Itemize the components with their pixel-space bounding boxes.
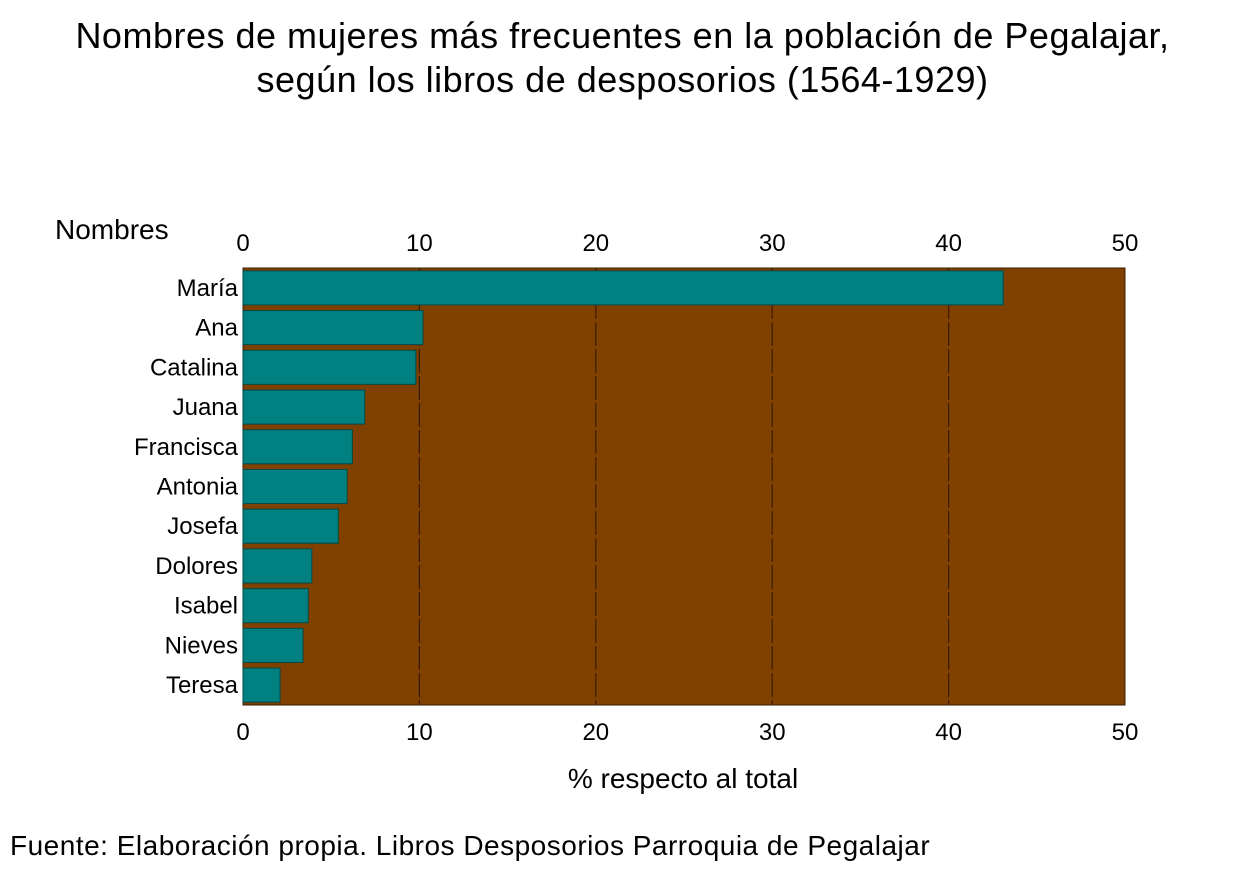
category-label-María: María xyxy=(177,275,239,302)
bottom-tick-label-40: 40 xyxy=(935,719,962,746)
bottom-tick-label-30: 30 xyxy=(759,719,786,746)
category-label-Nieves: Nieves xyxy=(165,632,238,659)
bar-Ana xyxy=(242,310,424,346)
bar-Teresa xyxy=(242,667,281,703)
category-label-Isabel: Isabel xyxy=(174,593,238,620)
top-tick-label-40: 40 xyxy=(935,230,962,257)
top-tick-label-0: 0 xyxy=(236,230,249,257)
bottom-tick-label-20: 20 xyxy=(582,719,609,746)
gridlines xyxy=(418,268,950,705)
category-label-Ana: Ana xyxy=(195,315,238,342)
chart-title-line-1: Nombres de mujeres más frecuentes en la … xyxy=(75,15,1170,56)
bar-Josefa xyxy=(242,508,339,544)
bottom-tick-label-50: 50 xyxy=(1112,719,1139,746)
category-label-Juana: Juana xyxy=(173,394,239,421)
category-label-Antonia: Antonia xyxy=(157,474,239,501)
bar-Isabel xyxy=(242,588,309,624)
bar-Francisca xyxy=(242,429,353,465)
bottom-tick-label-0: 0 xyxy=(236,719,249,746)
category-label-Francisca: Francisca xyxy=(134,434,239,461)
category-label-Josefa: Josefa xyxy=(167,513,238,540)
y-axis-label: Nombres xyxy=(55,214,169,245)
x-axis-label: % respecto al total xyxy=(568,763,798,794)
bar-Juana xyxy=(242,389,366,425)
top-axis-tick-labels: 0 10 20 30 40 50 xyxy=(236,230,1138,257)
top-tick-label-20: 20 xyxy=(582,230,609,257)
chart-title-line-2: según los libros de desposorios (1564-19… xyxy=(256,59,989,100)
bar-Nieves xyxy=(242,627,304,663)
bottom-tick-label-10: 10 xyxy=(406,719,433,746)
source-note: Fuente: Elaboración propia. Libros Despo… xyxy=(10,830,931,861)
bar-María xyxy=(242,270,1004,306)
bar-Antonia xyxy=(242,469,348,504)
bar-Dolores xyxy=(242,548,313,584)
top-tick-label-10: 10 xyxy=(406,230,433,257)
category-label-Teresa: Teresa xyxy=(166,672,239,699)
category-label-Dolores: Dolores xyxy=(155,553,238,580)
bar-Catalina xyxy=(242,349,417,385)
top-tick-label-50: 50 xyxy=(1112,230,1139,257)
top-tick-label-30: 30 xyxy=(759,230,786,257)
bars xyxy=(242,270,1004,703)
chart-title: Nombres de mujeres más frecuentes en la … xyxy=(0,14,1245,102)
bottom-axis-tick-labels: 0 10 20 30 40 50 xyxy=(236,719,1138,746)
category-label-Catalina: Catalina xyxy=(150,354,239,381)
category-labels: María Ana Catalina Juana Francisca Antonia Jos… xyxy=(134,275,239,699)
